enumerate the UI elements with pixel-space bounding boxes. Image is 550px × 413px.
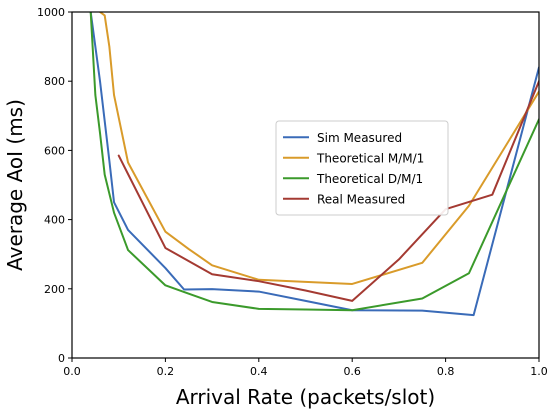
y-axis-label: Average AoI (ms) [3, 99, 27, 271]
series-layer [89, 12, 539, 317]
x-tick-label: 0.6 [343, 365, 361, 378]
y-tick-label: 200 [44, 283, 65, 296]
x-axis-label: Arrival Rate (packets/slot) [176, 385, 435, 409]
series-line-2 [99, 12, 539, 285]
x-tick-label: 0.8 [437, 365, 455, 378]
series-line-1 [89, 12, 539, 317]
legend-box [275, 120, 449, 216]
y-tick-label: 0 [58, 352, 65, 365]
legend-label: Theoretical M/M/1 [316, 151, 424, 165]
plot-area: 0.0 0.2 0.4 0.6 0.8 1.0 0 200 400 600 800 1000 [37, 6, 548, 378]
plot-frame [71, 11, 540, 359]
legend-label: Sim Measured [317, 131, 402, 145]
series-line-3 [89, 12, 539, 312]
y-tick-label: 1000 [37, 6, 65, 19]
y-tick-label: 600 [44, 144, 65, 157]
y-tick-label: 400 [44, 214, 65, 227]
y-axis-ticks: 0 200 400 600 800 1000 [37, 6, 72, 365]
x-tick-label: 1.0 [530, 365, 548, 378]
legend-label: Theoretical D/M/1 [316, 172, 423, 186]
series-line-4 [117, 80, 539, 302]
y-tick-label: 800 [44, 75, 65, 88]
x-axis-ticks: 0.0 0.2 0.4 0.6 0.8 1.0 [63, 358, 548, 378]
legend-label: Real Measured [317, 192, 405, 206]
legend: Sim Measured Theoretical M/M/1 Theoretical… [275, 120, 449, 216]
x-tick-label: 0.0 [63, 365, 81, 378]
x-tick-label: 0.2 [157, 365, 175, 378]
x-tick-label: 0.4 [250, 365, 268, 378]
